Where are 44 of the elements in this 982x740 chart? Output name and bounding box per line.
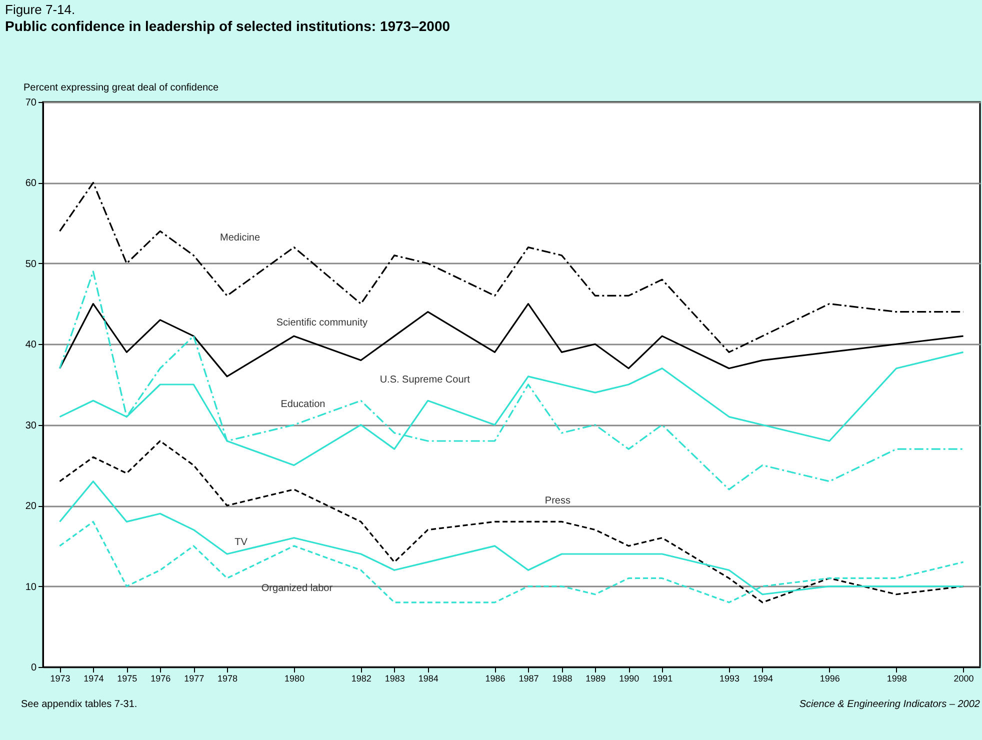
y-tick-label: 0 xyxy=(30,662,37,674)
series-label: TV xyxy=(234,537,248,548)
x-tick-label: 1987 xyxy=(518,674,539,684)
chart-subtitle: Public confidence in leadership of selected institutions: 1973–2000 xyxy=(5,18,450,34)
x-tick-label: 1974 xyxy=(84,674,104,684)
y-tick-label: 70 xyxy=(25,98,37,108)
y-axis-title: Percent expressing great deal of confidence xyxy=(24,82,220,94)
text: Medicine xyxy=(220,232,260,244)
y-tick-label: 40 xyxy=(25,340,37,351)
x-tick-label: 1983 xyxy=(384,674,405,684)
y-tick-label: 60 xyxy=(25,178,37,190)
x-tick-label: 1991 xyxy=(652,674,673,684)
x-tick-label: 1990 xyxy=(619,674,640,684)
x-tick-label: 1975 xyxy=(117,674,138,684)
x-tick-label: 1994 xyxy=(752,674,773,684)
series-label: Press xyxy=(544,496,570,507)
y-tick-label: 20 xyxy=(25,501,37,512)
x-tick-label: 1998 xyxy=(886,674,907,684)
text: See appendix tables 7-31. xyxy=(21,699,138,710)
series-label: Education xyxy=(280,398,326,410)
line-series xyxy=(58,182,964,354)
y-tick-label: 50 xyxy=(25,258,37,270)
line-series xyxy=(58,302,964,378)
x-tick-label: 1993 xyxy=(720,674,740,684)
x-tick-label: 1989 xyxy=(586,674,606,684)
y-tick-label: 30 xyxy=(25,420,37,432)
x-tick-label: 1988 xyxy=(552,674,572,684)
x-tick-label: 1976 xyxy=(150,674,171,684)
x-tick-label: 1982 xyxy=(351,674,372,684)
x-tick-label: 1977 xyxy=(184,674,204,684)
chart-title: Figure 7-14. xyxy=(5,2,76,17)
y-tick-label: 10 xyxy=(25,582,37,593)
x-tick-label: 1986 xyxy=(485,674,506,684)
x-tick-label: 1978 xyxy=(218,674,238,684)
x-tick-label: 2000 xyxy=(954,674,974,684)
text: Science & Engineering Indicators – 2002 xyxy=(799,699,980,710)
line-series xyxy=(58,440,964,604)
x-tick-label: 1984 xyxy=(418,674,438,684)
series-label: Scientific community xyxy=(276,317,368,328)
x-tick-label: 1996 xyxy=(820,674,840,684)
x-tick-label: 1980 xyxy=(284,674,304,684)
text: U.S. Supreme Court xyxy=(380,374,470,386)
line-series xyxy=(58,270,964,490)
x-tick-label: 1973 xyxy=(50,674,70,684)
